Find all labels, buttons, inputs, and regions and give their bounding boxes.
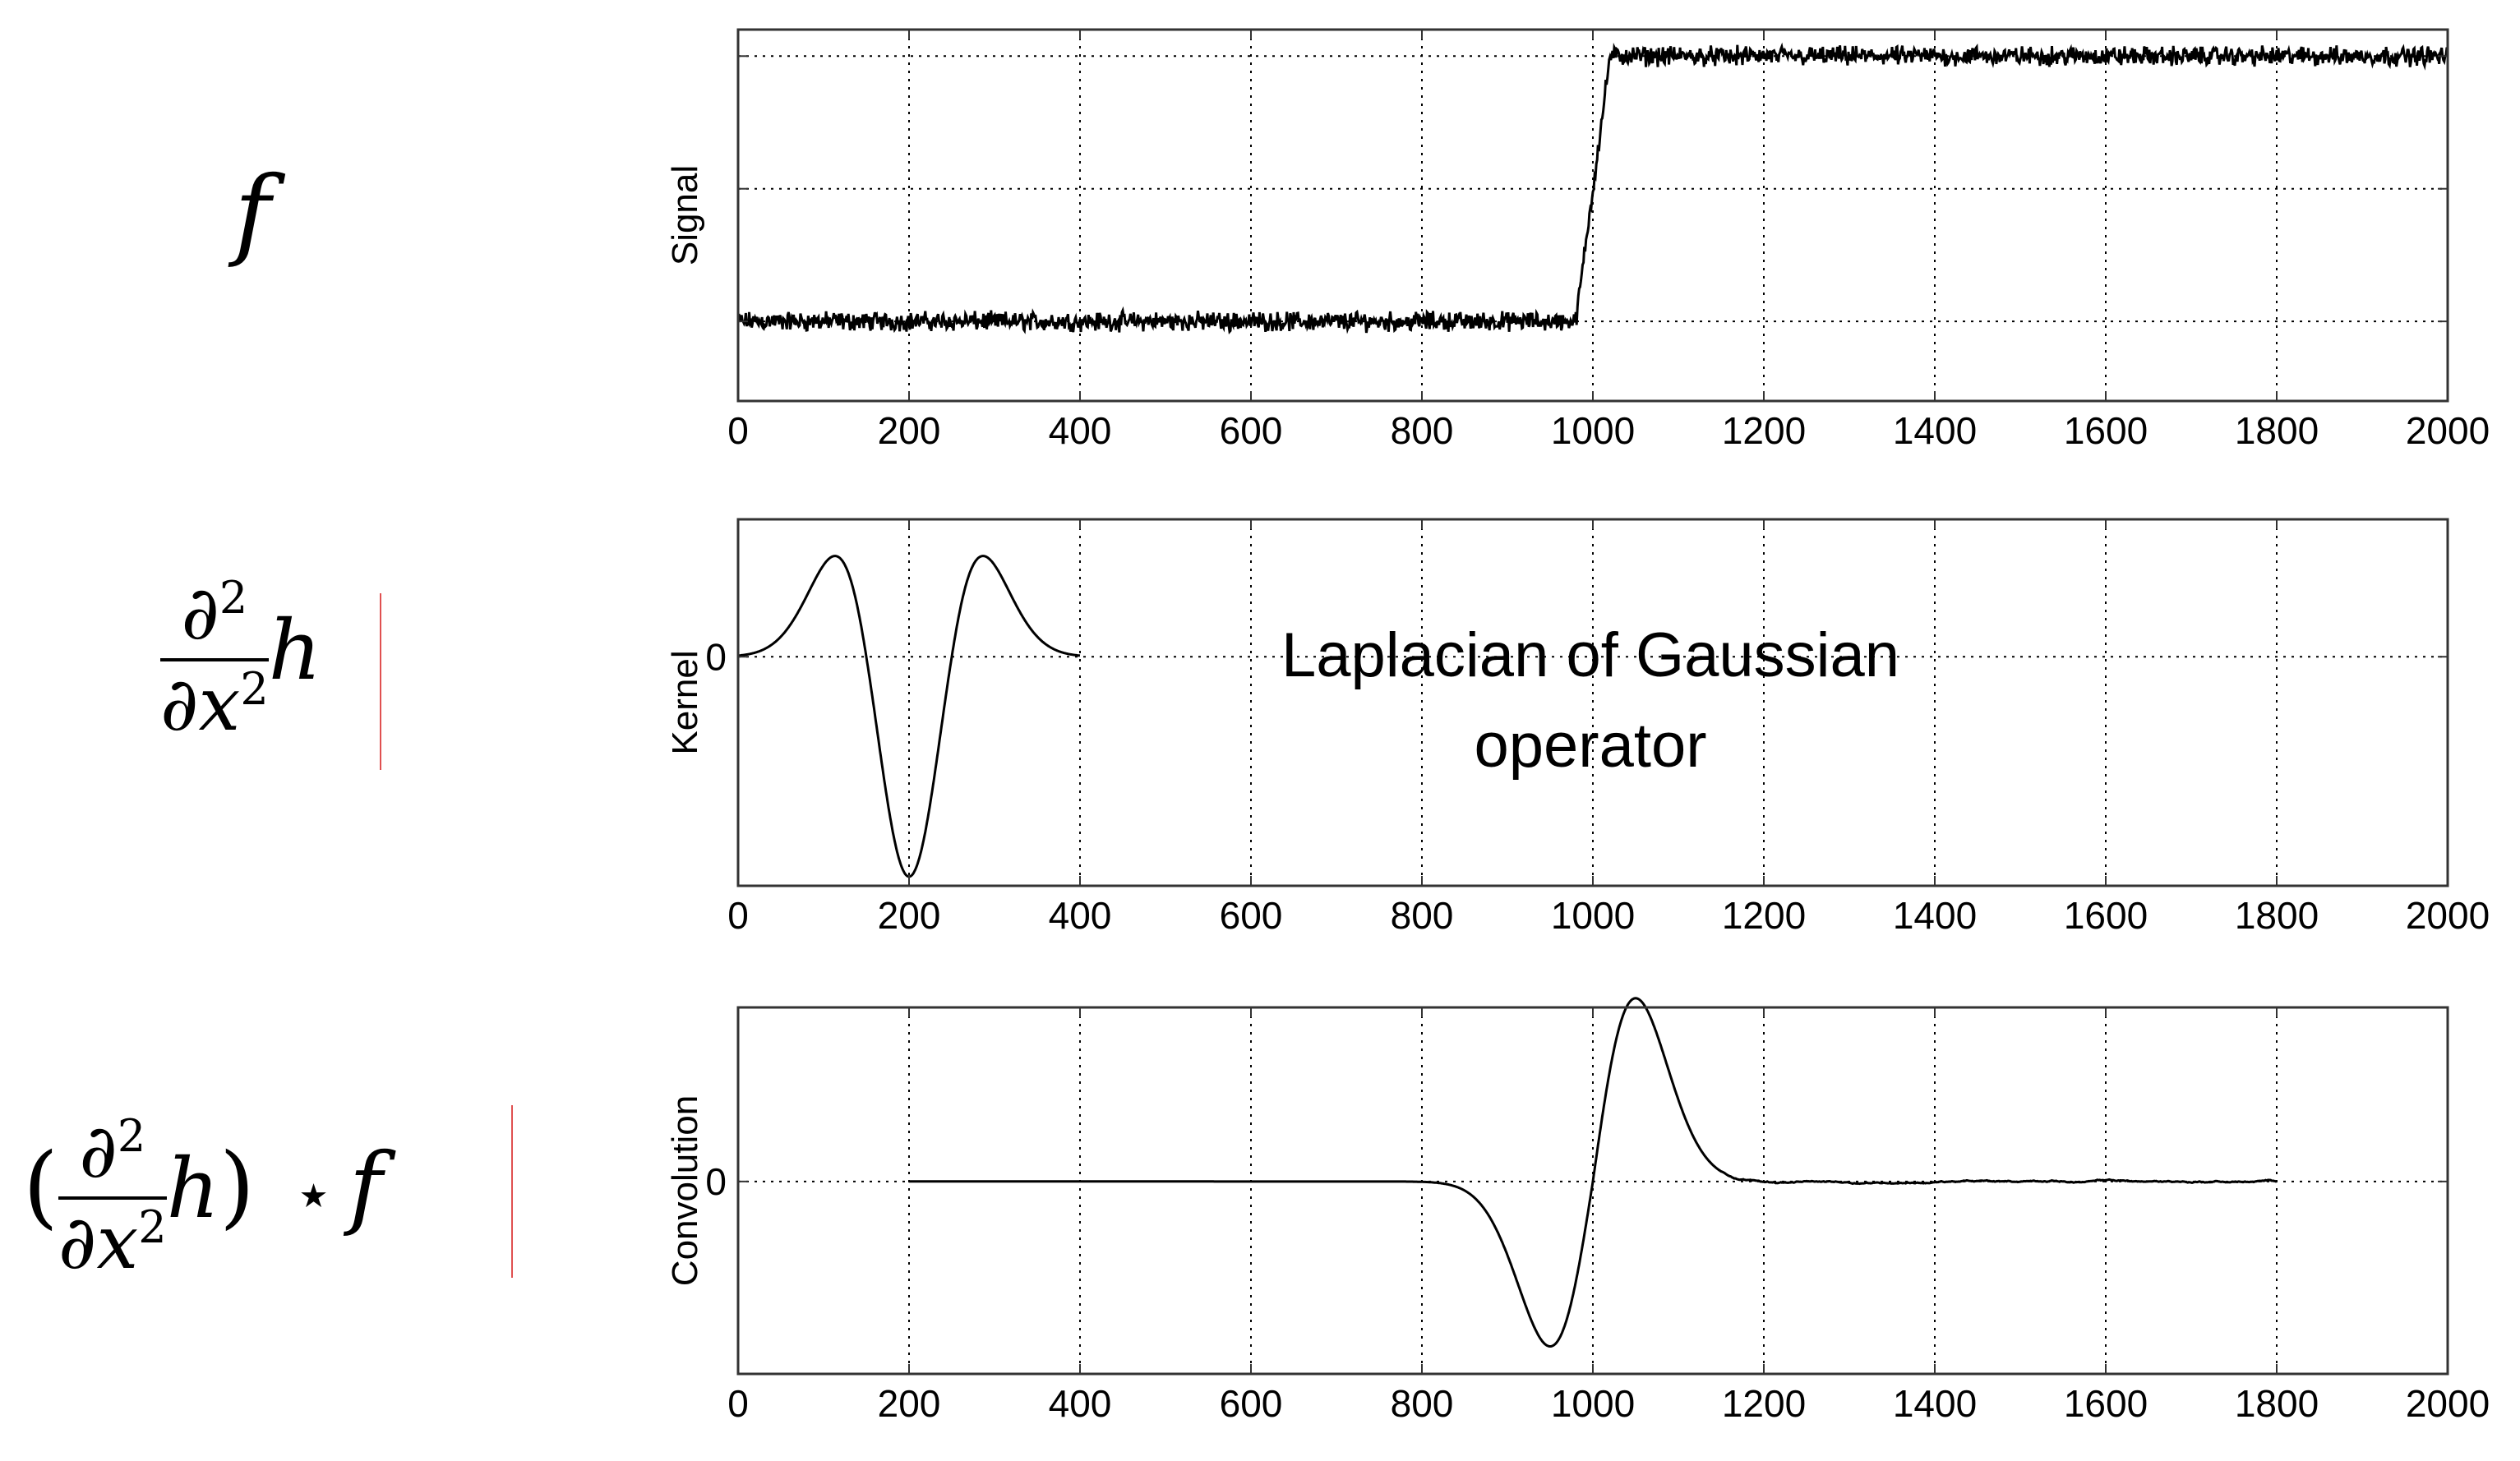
convolution-xtick-label: 1200 bbox=[1722, 1382, 1806, 1425]
signal-xtick-label: 1800 bbox=[2235, 409, 2319, 452]
signal-ylabel: Signal bbox=[665, 165, 705, 265]
kernel-xtick-label: 400 bbox=[1049, 894, 1112, 937]
signal-panel: 0 200 400 600 800 1000 1200 1400 1600 1800 2000 Sig… bbox=[665, 28, 2490, 452]
signal-xtick-label: 1200 bbox=[1722, 409, 1806, 452]
formula-conv-h: h bbox=[166, 1140, 219, 1237]
formula-f-text: f bbox=[234, 156, 271, 270]
convolution-xtick-label: 400 bbox=[1049, 1382, 1112, 1425]
kernel-xtick-label: 200 bbox=[878, 894, 941, 937]
signal-xtick-label: 2000 bbox=[2406, 409, 2490, 452]
convolution-xtick-label: 1400 bbox=[1893, 1382, 1977, 1425]
formula-conv-close: ) bbox=[219, 1132, 255, 1238]
formula-kernel-fraction: ∂2 ∂x2 bbox=[160, 570, 269, 748]
convolution-xtick-label: 1800 bbox=[2235, 1382, 2319, 1425]
signal-plot-frame bbox=[736, 28, 2449, 403]
formula-kernel-partial: ∂ bbox=[181, 570, 219, 657]
kernel-xtick-label: 1200 bbox=[1722, 894, 1806, 937]
kernel-annotation-line: Laplacian of Gaussian bbox=[1281, 620, 1899, 690]
signal-xtick-label: 400 bbox=[1049, 409, 1112, 452]
formula-kernel-var: x bbox=[198, 661, 241, 748]
formula-f: f bbox=[234, 156, 270, 270]
kernel-annotation-line: operator bbox=[1474, 711, 1706, 781]
kernel-xtick-label: 1800 bbox=[2235, 894, 2319, 937]
kernel-ytick-label: 0 bbox=[705, 635, 727, 678]
signal-xtick-label: 200 bbox=[878, 409, 941, 452]
signal-xtick-label: 1000 bbox=[1551, 409, 1635, 452]
kernel-xtick-label: 2000 bbox=[2406, 894, 2490, 937]
convolution-xtick-label: 0 bbox=[727, 1382, 749, 1425]
signal-xtick-label: 800 bbox=[1391, 409, 1454, 452]
convolution-panel: 0 200 400 600 800 1000 1200 1400 1600 1800 20000Co… bbox=[665, 997, 2490, 1425]
convolution-xtick-label: 200 bbox=[878, 1382, 941, 1425]
convolution-xtick-label: 1600 bbox=[2064, 1382, 2148, 1425]
convolution-ylabel: Convolution bbox=[665, 1095, 705, 1286]
kernel-xtick-label: 800 bbox=[1391, 894, 1454, 937]
kernel-series-line bbox=[737, 555, 1081, 878]
convolution-xtick-label: 600 bbox=[1220, 1382, 1283, 1425]
formula-kernel-h: h bbox=[268, 601, 322, 698]
signal-xtick-label: 0 bbox=[727, 409, 749, 452]
convolution-series-line bbox=[909, 997, 2278, 1348]
signal-xtick-label: 1600 bbox=[2064, 409, 2148, 452]
kernel-xtick-label: 1000 bbox=[1551, 894, 1635, 937]
kernel-cursor-marker bbox=[380, 593, 381, 770]
signal-xtick-label: 600 bbox=[1220, 409, 1283, 452]
kernel-xtick-label: 600 bbox=[1220, 894, 1283, 937]
kernel-xtick-label: 1400 bbox=[1893, 894, 1977, 937]
signal-series-line bbox=[736, 42, 2449, 334]
formula-conv-star: ⋆ bbox=[293, 1155, 335, 1233]
kernel-xtick-label: 1600 bbox=[2064, 894, 2148, 937]
convolution-xtick-label: 2000 bbox=[2406, 1382, 2490, 1425]
kernel-ylabel: Kernel bbox=[665, 650, 705, 754]
kernel-panel: 0 200 400 600 800 1000 1200 1400 1600 1800 20000Ke… bbox=[665, 518, 2490, 937]
convolution-cursor-marker bbox=[511, 1105, 513, 1278]
formula-convolution: ( ∂2 ∂x2 h) ⋆ f bbox=[23, 1113, 382, 1282]
convolution-xtick-label: 800 bbox=[1391, 1382, 1454, 1425]
formula-conv-f: f bbox=[348, 1132, 383, 1238]
kernel-xtick-label: 0 bbox=[727, 894, 749, 937]
formula-conv-fraction: ∂2 ∂x2 bbox=[58, 1108, 167, 1286]
signal-xtick-label: 1400 bbox=[1893, 409, 1977, 452]
convolution-xtick-label: 1000 bbox=[1551, 1382, 1635, 1425]
formula-kernel: ∂2 ∂x2 h bbox=[160, 570, 322, 748]
formula-conv-open: ( bbox=[23, 1132, 58, 1238]
convolution-ytick-label: 0 bbox=[705, 1160, 727, 1203]
formula-kernel-sq: 2 bbox=[219, 572, 248, 624]
